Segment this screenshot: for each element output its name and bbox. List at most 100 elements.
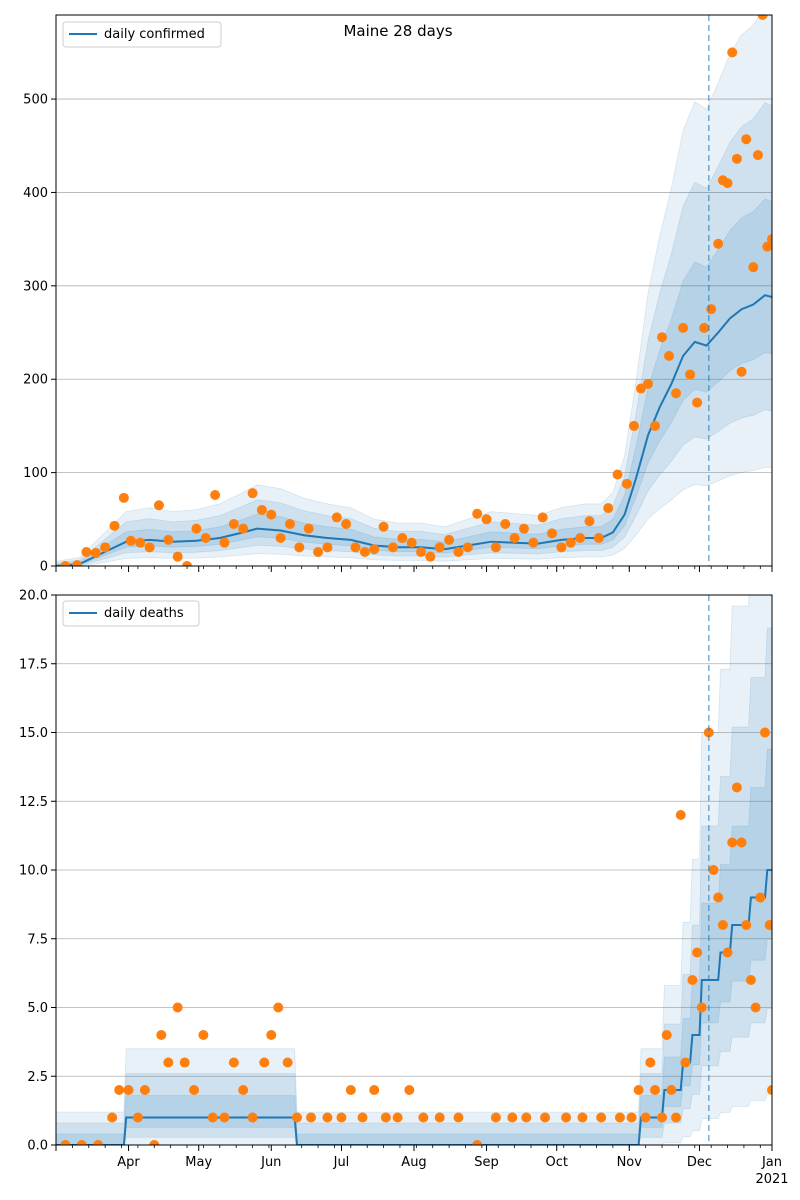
deaths-panel: 0.0 2.5 5.0 7.5 10.0 12.5 15.0 17.5 20.0 Apr May J… [19, 589, 789, 1188]
deaths-series [56, 727, 772, 1145]
data-point [275, 532, 286, 543]
data-point [671, 388, 682, 399]
uncertainty-band [56, 15, 772, 566]
data-point [123, 1085, 134, 1095]
data-point [509, 532, 520, 543]
data-point [247, 1112, 258, 1123]
data-point [540, 1112, 551, 1123]
data-point [406, 537, 417, 548]
data-point [671, 1112, 682, 1123]
data-point [678, 322, 689, 333]
data-point [219, 1112, 230, 1123]
data-point [453, 1112, 464, 1123]
confirmed-series [56, 15, 772, 566]
data-point [341, 518, 352, 529]
data-point [713, 892, 724, 903]
legend-label: daily deaths [104, 606, 184, 621]
data-point [322, 1112, 333, 1123]
data-point [722, 947, 733, 958]
data-point [228, 1057, 239, 1068]
data-point [650, 1085, 661, 1095]
y-tick-label: 400 [23, 186, 48, 201]
data-point [182, 561, 193, 566]
data-point [303, 523, 314, 534]
data-point [490, 1112, 501, 1123]
data-point [266, 509, 277, 520]
y-tick-label: 15.0 [19, 726, 48, 741]
data-point [198, 1030, 209, 1040]
data-point [713, 238, 724, 249]
data-point [135, 537, 146, 548]
legend-box [62, 600, 200, 627]
data-point [200, 532, 211, 543]
deaths-y-ticks: 0.0 2.5 5.0 7.5 10.0 12.5 15.0 17.5 20.0 [19, 589, 56, 1154]
data-point [745, 975, 756, 985]
data-point [657, 1112, 668, 1123]
x-tick-year-label: 2021 [755, 1172, 788, 1187]
data-point [717, 920, 728, 930]
data-point [664, 350, 675, 361]
data-point [322, 542, 333, 553]
data-point [387, 542, 398, 553]
data-point [238, 1085, 249, 1095]
x-tick-label: Jul [333, 1155, 350, 1170]
data-point [350, 542, 361, 553]
data-point [462, 542, 473, 553]
data-point [759, 727, 770, 738]
data-point [575, 532, 586, 543]
y-tick-label: 200 [23, 373, 48, 388]
x-tick-label: Dec [687, 1155, 712, 1170]
data-point [294, 542, 305, 553]
x-tick-label: Oct [545, 1155, 567, 1170]
data-point [163, 1057, 174, 1068]
data-point [699, 322, 710, 333]
deaths-uncertainty-bands [56, 595, 772, 1145]
data-point [118, 492, 129, 503]
data-point [757, 15, 768, 20]
x-tick-label: Aug [401, 1155, 426, 1170]
data-point [259, 1057, 270, 1068]
data-point [741, 134, 752, 145]
data-point [90, 547, 101, 558]
y-tick-label: 12.5 [19, 795, 48, 810]
data-point [139, 1085, 150, 1095]
deaths-x-ticks: Apr May Jun Jul Aug Sep Oct Nov Dec Jan 2021 [55, 1145, 789, 1187]
data-point [685, 369, 696, 380]
data-point [416, 546, 427, 557]
data-point [179, 1057, 190, 1068]
x-tick-label: Nov [617, 1155, 643, 1170]
x-tick-label: May [185, 1155, 212, 1170]
data-point [153, 500, 164, 511]
data-point [666, 1085, 677, 1095]
data-point [645, 1057, 656, 1068]
data-point [189, 1085, 200, 1095]
data-point [369, 1085, 380, 1095]
data-point [767, 234, 772, 245]
x-tick-label: Jun [260, 1155, 281, 1170]
confirmed-panel: 0 100 200 300 400 500 Maine 28 days daily con… [23, 14, 773, 575]
data-point [306, 1112, 317, 1123]
y-tick-label: 5.0 [27, 1001, 48, 1016]
data-point [657, 332, 668, 343]
data-point [633, 1085, 644, 1095]
data-point [369, 544, 380, 555]
data-point [752, 150, 763, 161]
data-point [708, 865, 719, 875]
data-point [722, 178, 733, 189]
data-point [696, 1002, 707, 1013]
data-point [703, 727, 714, 738]
data-point [76, 1140, 87, 1145]
data-point [762, 241, 772, 252]
data-point [125, 535, 136, 546]
data-point [518, 523, 529, 534]
data-point [680, 1057, 691, 1068]
data-point [556, 542, 567, 553]
chart-title: Maine 28 days [343, 22, 452, 40]
data-point [219, 537, 230, 548]
data-point [614, 1112, 625, 1123]
data-point [593, 532, 604, 543]
data-point [547, 528, 558, 539]
y-tick-label: 100 [23, 466, 48, 481]
legend-box [62, 21, 222, 48]
